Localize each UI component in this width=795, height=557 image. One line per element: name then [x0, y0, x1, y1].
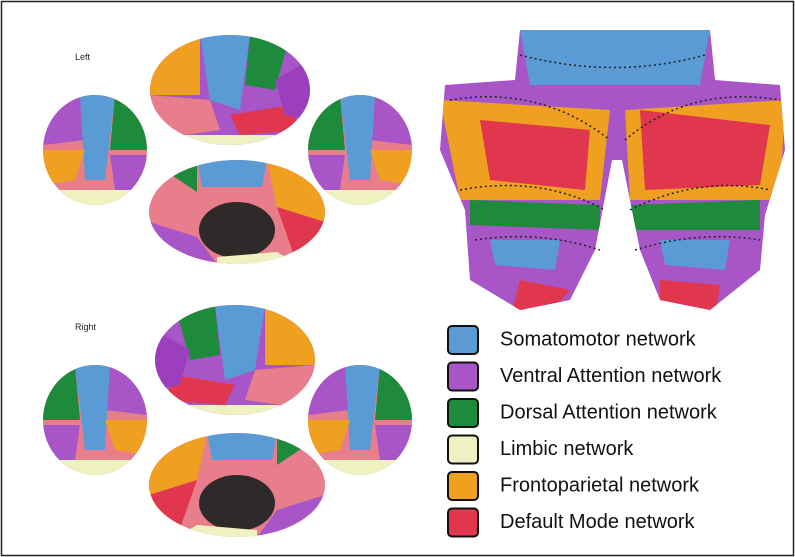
- legend-label: Frontoparietal network: [500, 474, 700, 496]
- legend-label: Ventral Attention network: [500, 365, 722, 387]
- legend-label: Dorsal Attention network: [500, 401, 718, 423]
- left-label: Left: [75, 52, 91, 62]
- legend-swatch: [447, 398, 479, 428]
- legend-label: Somatomotor network: [500, 328, 697, 350]
- right-label: Right: [75, 322, 97, 332]
- left-hemisphere-views: [43, 35, 412, 264]
- legend-swatch: [447, 471, 479, 501]
- legend-swatch: [447, 361, 479, 392]
- cerebellum-flatmap: [440, 30, 785, 310]
- legend-label: Default Mode network: [500, 511, 696, 533]
- right-hemisphere-views: [43, 305, 412, 537]
- legend: Somatomotor network Ventral Attention net…: [447, 325, 722, 538]
- legend-swatch: [447, 325, 479, 355]
- legend-swatch: [447, 507, 479, 538]
- legend-label: Limbic network: [500, 438, 634, 460]
- legend-swatch: [447, 434, 479, 465]
